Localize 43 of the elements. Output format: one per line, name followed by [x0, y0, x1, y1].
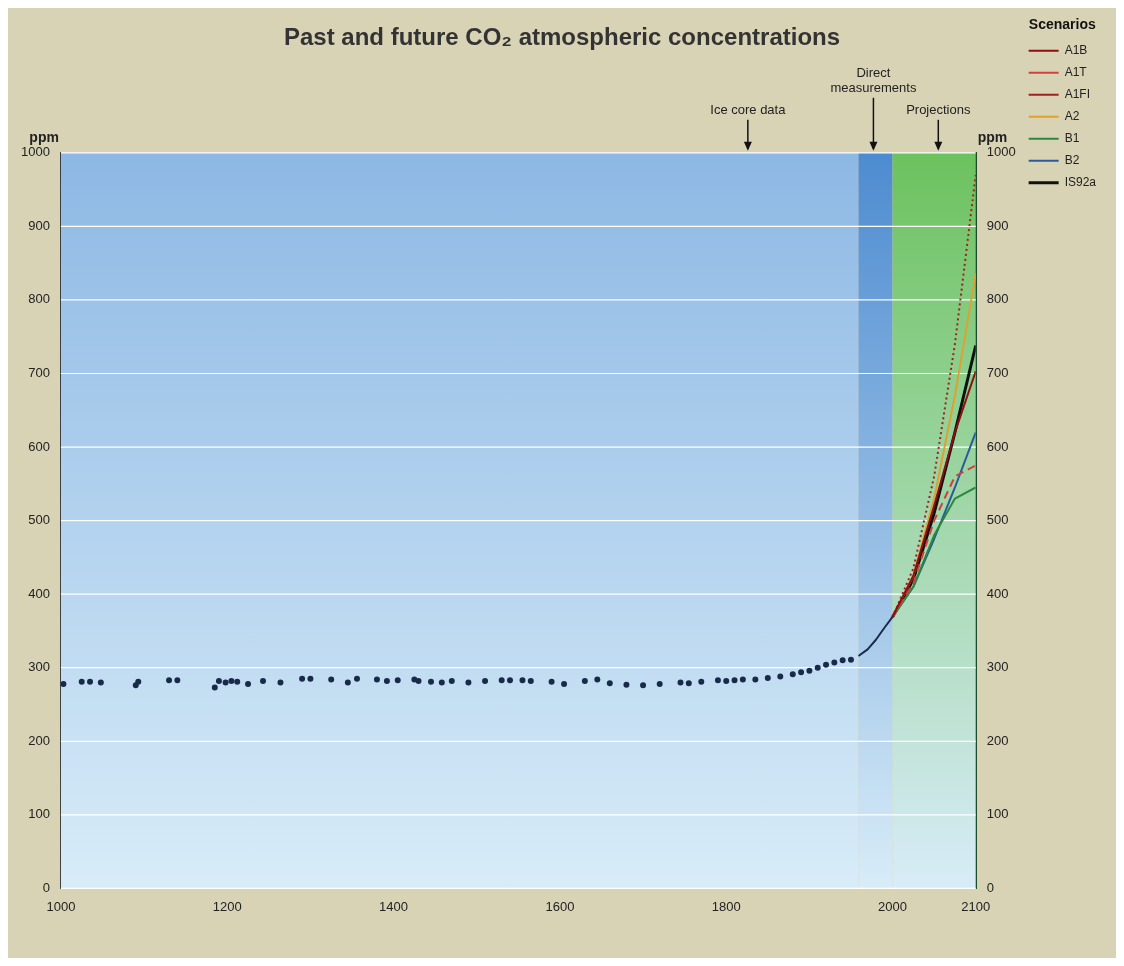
annotation: Projections — [906, 101, 971, 117]
y-tick-label: 800 — [28, 291, 50, 307]
annotation: Direct measurements — [830, 64, 917, 95]
y-axis-title: ppm — [29, 128, 59, 145]
x-tick-label: 2100 — [961, 898, 991, 914]
chart-title: Past and future CO₂ atmospheric concentrations — [283, 23, 841, 51]
y-tick-label: 100 — [28, 806, 50, 822]
legend-label: IS92a — [1064, 175, 1097, 190]
y2-tick-label: 600 — [986, 438, 1009, 454]
legend-label: B2 — [1064, 153, 1080, 168]
y-tick-label: 900 — [28, 217, 50, 233]
x-tick-label: 1200 — [212, 898, 242, 914]
legend-label: B1 — [1064, 131, 1080, 146]
annotation: Ice core data — [710, 101, 787, 117]
y2-tick-label: 100 — [986, 806, 1009, 822]
x-tick-label: 1400 — [379, 898, 409, 914]
y-tick-label: 600 — [28, 438, 50, 454]
x-tick-label: 1000 — [46, 898, 76, 914]
y-tick-label: 300 — [28, 659, 50, 675]
y2-tick-label: 400 — [986, 585, 1009, 601]
y2-tick-label: 500 — [986, 512, 1009, 528]
y-tick-label: 200 — [28, 732, 50, 748]
y2-tick-label: 700 — [986, 365, 1009, 381]
y2-tick-label: 300 — [986, 659, 1009, 675]
legend-label: A1FI — [1064, 87, 1090, 102]
y2-tick-label: 0 — [986, 879, 994, 895]
y2-tick-label: 1000 — [986, 144, 1016, 160]
y2-tick-label: 900 — [986, 217, 1009, 233]
legend-label: A1B — [1064, 43, 1088, 58]
legend-label: A2 — [1064, 109, 1080, 124]
legend-label: A1T — [1064, 65, 1088, 80]
y-tick-label: 700 — [28, 365, 50, 381]
x-tick-label: 2000 — [878, 898, 908, 914]
x-tick-label: 1600 — [545, 898, 575, 914]
y2-axis-title: ppm — [977, 128, 1008, 145]
y-tick-label: 400 — [28, 585, 50, 601]
legend-title: Scenarios — [1028, 15, 1096, 32]
y-tick-label: 0 — [42, 879, 50, 895]
y2-tick-label: 800 — [986, 291, 1009, 307]
x-tick-label: 1800 — [711, 898, 741, 914]
y2-tick-label: 200 — [986, 732, 1009, 748]
y-tick-label: 1000 — [21, 144, 50, 160]
y-tick-label: 500 — [28, 512, 50, 528]
